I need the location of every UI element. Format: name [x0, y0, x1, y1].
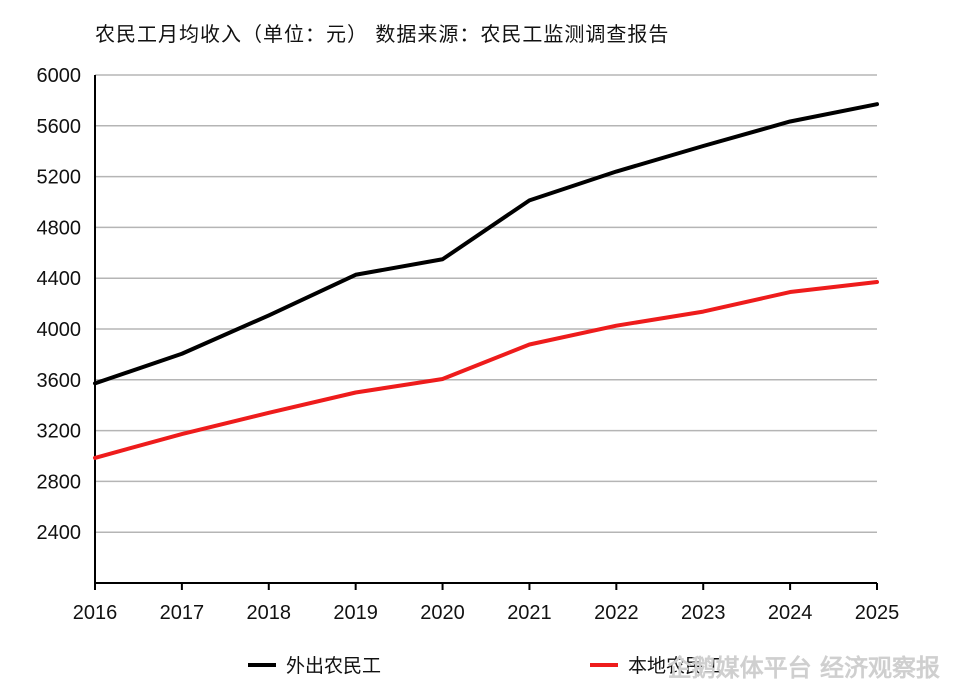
y-tick-label: 3600 — [37, 370, 82, 392]
x-tick-label: 2019 — [333, 602, 378, 624]
y-tick-label: 5600 — [37, 116, 82, 138]
watermark-text: 企鹅媒体平台 经济观察报 — [667, 654, 940, 682]
x-tick-label: 2023 — [681, 602, 726, 624]
y-tick-label: 2800 — [37, 471, 82, 493]
y-tick-label: 2400 — [37, 522, 82, 544]
y-tick-label: 5200 — [37, 167, 82, 189]
x-tick-label: 2018 — [247, 602, 292, 624]
x-tick-label: 2021 — [507, 602, 552, 624]
legend-item-series-2: 本地农民工 — [590, 651, 723, 678]
legend-label-series-1: 外出农民工 — [286, 655, 382, 677]
legend-item-series-1: 外出农民工 — [248, 651, 381, 678]
y-tick-label: 3200 — [37, 421, 82, 443]
legend-label-series-2: 本地农民工 — [628, 655, 724, 677]
series-line-2 — [93, 280, 879, 460]
x-tick-label: 2025 — [855, 602, 900, 624]
x-tick-label: 2020 — [420, 602, 465, 624]
legend-swatch-series-1 — [248, 662, 276, 667]
y-tick-label: 4800 — [37, 217, 82, 239]
series-line-1 — [93, 102, 879, 386]
y-tick-label: 4400 — [37, 268, 82, 290]
legend-swatch-series-2 — [590, 662, 618, 667]
x-tick-label: 2024 — [768, 602, 813, 624]
x-tick-label: 2022 — [594, 602, 639, 624]
y-tick-label: 4000 — [37, 319, 82, 341]
y-tick-label: 6000 — [37, 65, 82, 87]
chart-title: 农民工月均收入（单位：元） 数据来源：农民工监测调查报告 — [95, 22, 670, 46]
x-tick-label: 2017 — [160, 602, 205, 624]
x-tick-label: 2016 — [73, 602, 118, 624]
